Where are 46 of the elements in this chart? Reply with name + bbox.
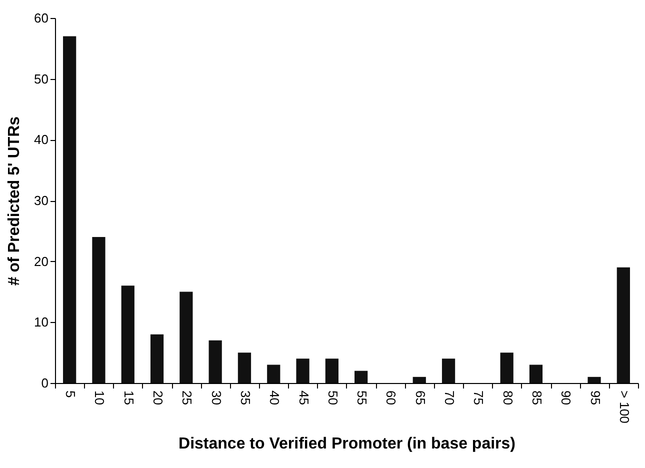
x-tick-label: 55 [354,390,370,405]
x-tick-label: 70 [442,390,458,405]
bar [208,340,222,383]
x-tick-label: 95 [588,390,603,405]
bar [121,286,134,383]
bar [325,358,338,383]
bar [616,267,630,383]
x-tick-label: > 100 [616,390,632,424]
bar [529,364,543,383]
y-tick-label: 40 [34,132,48,148]
x-tick-label: 45 [296,390,312,405]
y-tick-label: 10 [34,314,48,330]
x-tick-label: 20 [150,390,166,405]
x-tick-label: 40 [267,390,282,405]
bar [500,352,514,383]
bar [180,292,193,383]
y-tick-label: 50 [34,71,48,86]
bar [92,237,106,383]
x-tick-label: 10 [92,390,108,405]
y-tick-label: 60 [34,10,48,26]
bar [238,352,252,383]
bar [296,358,310,383]
bar [442,358,456,383]
x-tick-label: 60 [384,390,399,405]
bar [412,376,426,383]
y-tick-label: 30 [34,193,48,208]
bar [354,370,368,383]
x-tick-label: 35 [238,390,253,405]
bar [150,334,164,383]
y-axis-title: # of Predicted 5' UTRs [6,116,24,286]
x-tick-label: 50 [325,390,340,405]
x-tick-label: 90 [558,390,574,405]
x-tick-label: 5 [63,390,78,398]
x-tick-label: 85 [529,390,544,405]
x-tick-label: 80 [500,390,516,405]
bar [588,376,601,383]
x-axis-title: Distance to Verified Promoter (in base pairs) [178,435,516,452]
bar [63,36,76,383]
y-tick-label: 0 [41,376,48,390]
x-tick-label: 65 [412,390,428,405]
x-tick-label: 15 [121,390,136,405]
x-tick-label: 25 [180,390,195,405]
x-tick-label: 75 [471,390,486,405]
bar [267,364,280,383]
x-tick-label: 30 [208,390,224,405]
y-tick-label: 20 [34,254,48,269]
